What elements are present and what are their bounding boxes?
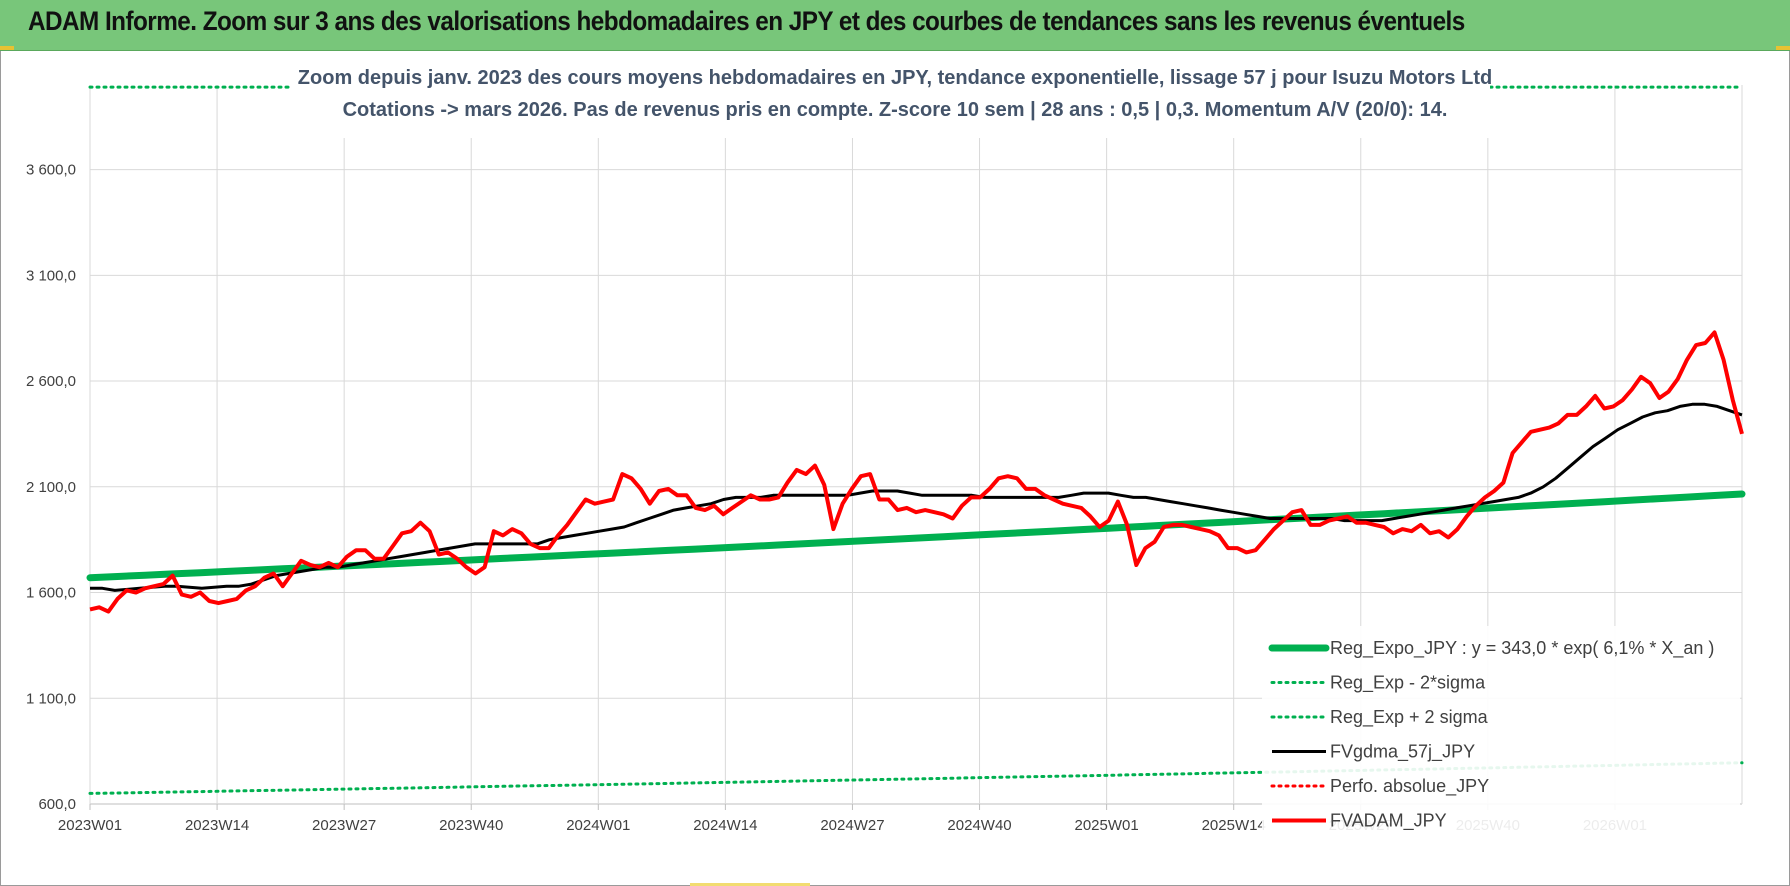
series-line-0 <box>86 490 1746 582</box>
legend: Reg_Expo_JPY : y = 343,0 * exp( 6,1% * X… <box>1262 626 1740 836</box>
legend-label: Reg_Expo_JPY : y = 343,0 * exp( 6,1% * X… <box>1330 638 1714 659</box>
y-tick-label: 1 100,0 <box>26 690 76 707</box>
y-tick-label: 1 600,0 <box>26 585 76 602</box>
header-accent-left <box>0 46 14 50</box>
line-chart: Zoom depuis janv. 2023 des cours moyens … <box>26 58 1746 836</box>
x-tick-label: 2023W01 <box>58 817 122 834</box>
legend-label: Reg_Exp + 2 sigma <box>1330 707 1489 728</box>
legend-label: Perfo. absolue_JPY <box>1330 776 1489 797</box>
x-tick-label: 2023W27 <box>312 817 376 834</box>
x-tick-label: 2023W40 <box>439 817 503 834</box>
series-line-3 <box>90 402 1743 592</box>
x-tick-label: 2024W14 <box>693 817 757 834</box>
series-line-1 <box>88 761 1744 795</box>
legend-label: FVgdma_57j_JPY <box>1330 742 1475 763</box>
report-title: ADAM Informe. Zoom sur 3 ans des valoris… <box>28 6 1465 36</box>
legend-label: FVADAM_JPY <box>1330 811 1447 832</box>
chart-title: Zoom depuis janv. 2023 des cours moyens … <box>298 67 1492 89</box>
x-tick-label: 2025W14 <box>1202 817 1266 834</box>
report-header: ADAM Informe. Zoom sur 3 ans des valoris… <box>0 0 1790 51</box>
y-axis-ticks: 600,0 1 100,0 1 600,0 2 100,0 2 600,0 3 100,0… <box>26 162 76 813</box>
title-background <box>290 58 1490 138</box>
legend-background <box>1262 626 1740 836</box>
chart-subtitle: Cotations -> mars 2026. Pas de revenus p… <box>343 99 1448 121</box>
x-tick-label: 2024W01 <box>566 817 630 834</box>
y-tick-label: 600,0 <box>38 796 76 813</box>
y-tick-label: 2 600,0 <box>26 373 76 390</box>
series-line-5 <box>89 330 1744 614</box>
x-tick-label: 2023W14 <box>185 817 249 834</box>
x-tick-label: 2025W01 <box>1075 817 1139 834</box>
footer-accent <box>690 883 810 886</box>
y-tick-label: 3 600,0 <box>26 162 76 179</box>
y-tick-label: 2 100,0 <box>26 479 76 496</box>
legend-label: Reg_Exp - 2*sigma <box>1330 673 1486 694</box>
y-tick-label: 3 100,0 <box>26 267 76 284</box>
x-tick-label: 2024W40 <box>947 817 1011 834</box>
series-layer <box>86 85 1746 795</box>
x-tick-label: 2024W27 <box>820 817 884 834</box>
header-accent-right <box>1776 46 1790 50</box>
